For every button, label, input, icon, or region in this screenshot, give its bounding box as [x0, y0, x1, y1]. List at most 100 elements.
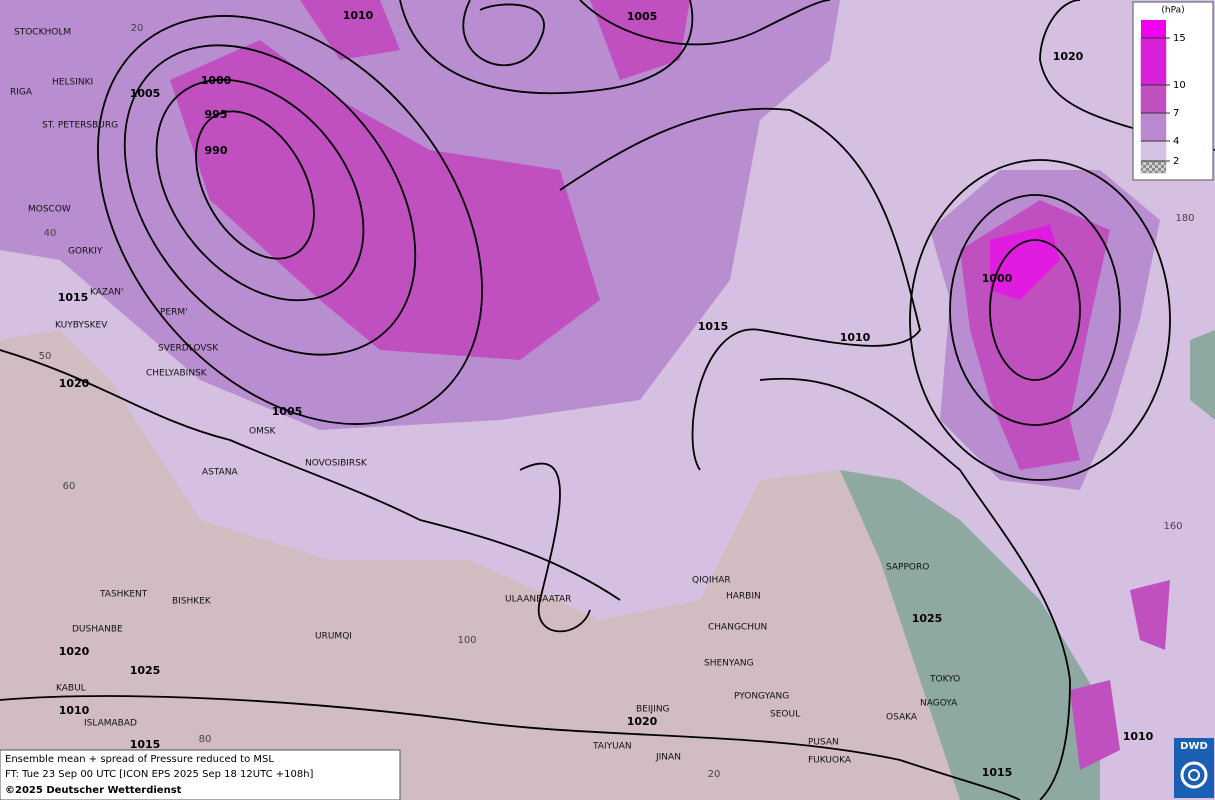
logo-text: DWD: [1180, 741, 1208, 752]
city-label: BISHKEK: [172, 597, 212, 607]
isobar-label: 1015: [698, 320, 729, 333]
grid-label: 20: [131, 23, 144, 34]
isobar-label: 995: [205, 108, 228, 121]
isobar-label: 1010: [840, 331, 871, 344]
isobar-label: 1005: [272, 405, 303, 418]
isobar: [579, 0, 831, 46]
city-label: MOSCOW: [28, 205, 71, 215]
isobar: [0, 695, 1021, 800]
isobar-label: 1010: [343, 9, 374, 22]
city-label: SVERDLOVSK: [158, 344, 219, 354]
city-label: SEOUL: [770, 710, 800, 720]
city-label: PYONGYANG: [734, 692, 789, 702]
isobar-label: 1015: [130, 738, 161, 751]
legend: (hPa) 15 10 7 4 2: [1132, 1, 1214, 181]
grid-label: 20: [708, 769, 721, 780]
spread-area: [1070, 580, 1170, 770]
isobar-label: 1020: [59, 645, 90, 658]
city-label: NOVOSIBIRSK: [305, 459, 368, 469]
city-label: ASTANA: [202, 468, 239, 478]
city-label: PERM': [160, 308, 188, 318]
isobar: [97, 15, 483, 425]
city-label: OSAKA: [886, 713, 918, 723]
isobar-label: 1010: [1123, 730, 1154, 743]
isobar: [0, 349, 621, 601]
city-label: CHELYABINSK: [146, 369, 208, 379]
grid-label: 60: [63, 481, 76, 492]
isobar: [759, 377, 1071, 800]
city-label: KAZAN': [90, 288, 123, 298]
city-label: TASHKENT: [99, 590, 148, 600]
city-label: SHENYANG: [704, 659, 754, 669]
spread-area: [170, 40, 600, 360]
legend-label: 4: [1173, 136, 1179, 147]
city-label: OMSK: [249, 427, 277, 437]
isobar-label: 1020: [1053, 50, 1084, 63]
city-label: BEIJING: [636, 705, 670, 715]
isobar-label: 1020: [59, 377, 90, 390]
spread-area: [990, 225, 1060, 300]
isobar-label: 1000: [982, 272, 1013, 285]
city-label: SAPPORO: [886, 563, 929, 573]
terrain-tint: [0, 330, 1000, 800]
caption-line: FT: Tue 23 Sep 00 UTC [ICON EPS 2025 Sep…: [5, 769, 314, 780]
city-label: GORKIY: [68, 247, 103, 257]
city-label: URUMQI: [315, 632, 352, 642]
isobar-label: 1005: [130, 87, 161, 100]
city-label: ST. PETERSBURG: [42, 121, 118, 131]
isobar-label: 1005: [627, 10, 658, 23]
legend-swatch: [1141, 20, 1166, 38]
city-label: KABUL: [56, 684, 86, 694]
legend-unit: (hPa): [1161, 6, 1184, 16]
legend-swatch: [1140, 84, 1167, 114]
grid-label: 80: [199, 734, 212, 745]
labels: STOCKHOLM HELSINKI RIGA ST. PETERSBURG MOSCO…: [10, 9, 1195, 780]
city-label: TOKYO: [929, 675, 960, 685]
city-label: HARBIN: [726, 592, 761, 602]
isobar: [909, 159, 1171, 481]
isobar-label: 1000: [201, 74, 232, 87]
isobar: [559, 107, 921, 471]
isobar-label: 1025: [912, 612, 943, 625]
legend-swatch: [1140, 140, 1167, 162]
city-label: STOCKHOLM: [14, 28, 71, 38]
caption-line: Ensemble mean + spread of Pressure reduc…: [5, 754, 274, 765]
caption: Ensemble mean + spread of Pressure reduc…: [0, 749, 401, 800]
caption-line: ©2025 Deutscher Wetterdienst: [5, 785, 182, 796]
legend-label: 15: [1173, 33, 1186, 44]
city-label: HELSINKI: [52, 78, 93, 88]
city-label: DUSHANBE: [72, 625, 123, 635]
grid-label: 50: [39, 351, 52, 362]
city-label: FUKUOKA: [808, 756, 852, 766]
city-label: QIQIHAR: [692, 576, 731, 586]
legend-swatch: [1140, 112, 1167, 142]
legend-swatch: [1140, 160, 1167, 174]
isobar-label: 990: [205, 144, 228, 157]
isobar-label: 1020: [627, 715, 658, 728]
isobar: [155, 78, 365, 302]
logo-swirl: [1180, 761, 1208, 789]
sea: [1190, 330, 1215, 420]
grid-label: 100: [457, 635, 476, 646]
grid-label: 160: [1163, 521, 1182, 532]
isobar-label: 1015: [982, 766, 1013, 779]
legend-label: 2: [1173, 156, 1179, 167]
city-label: JINAN: [655, 753, 681, 763]
logo: DWD: [1174, 738, 1214, 798]
spread-area: [300, 0, 690, 80]
legend-label: 10: [1173, 80, 1186, 91]
isobar: [949, 194, 1121, 426]
isobar: [989, 239, 1081, 381]
caption-box: [0, 749, 401, 800]
city-label: NAGOYA: [920, 699, 958, 709]
logo-swirl: [1188, 769, 1200, 781]
isobar: [399, 0, 694, 94]
city-label: ULAANBAATAR: [505, 595, 571, 605]
city-label: ISLAMABAD: [84, 719, 137, 729]
legend-items: 15 10 7 4 2: [1140, 33, 1186, 174]
sea: [840, 470, 1100, 800]
grid-label: 40: [44, 228, 57, 239]
city-label: PUSAN: [808, 738, 839, 748]
